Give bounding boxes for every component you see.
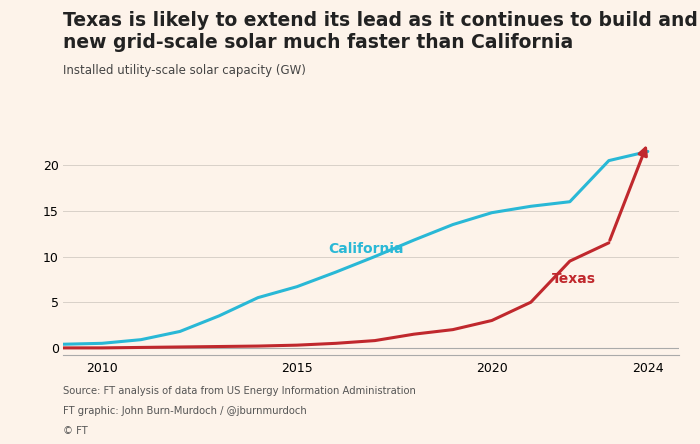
Text: Texas: Texas [552, 272, 596, 286]
Text: Texas is likely to extend its lead as it continues to build and connect: Texas is likely to extend its lead as it… [63, 11, 700, 30]
Text: Installed utility-scale solar capacity (GW): Installed utility-scale solar capacity (… [63, 64, 306, 77]
Text: © FT: © FT [63, 426, 88, 436]
Text: FT graphic: John Burn-Murdoch / @jburnmurdoch: FT graphic: John Burn-Murdoch / @jburnmu… [63, 406, 307, 416]
Text: Source: FT analysis of data from US Energy Information Administration: Source: FT analysis of data from US Ener… [63, 386, 416, 396]
Text: California: California [328, 242, 404, 256]
Text: new grid-scale solar much faster than California: new grid-scale solar much faster than Ca… [63, 33, 573, 52]
